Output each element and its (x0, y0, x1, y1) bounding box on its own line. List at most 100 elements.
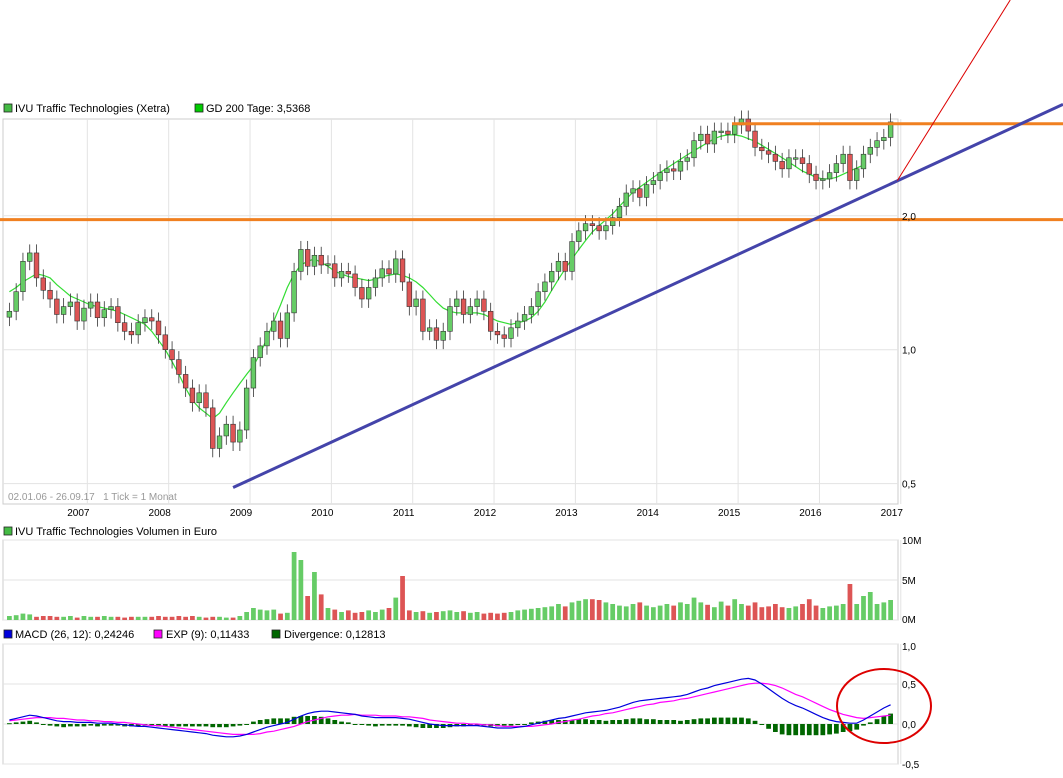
volume-bar (7, 616, 12, 620)
divergence-bar (27, 720, 33, 724)
divergence-bar (339, 721, 344, 724)
volume-bar (135, 616, 141, 620)
candle (752, 130, 758, 148)
candle (528, 306, 535, 315)
candle (637, 188, 643, 198)
divergence-bar (888, 713, 893, 724)
gd200-legend-label: GD 200 Tage: 3,5368 (206, 103, 310, 115)
candle (169, 349, 175, 360)
volume-bar (305, 596, 311, 620)
volume-bar (718, 601, 724, 620)
candle (447, 306, 453, 332)
volume-bar (535, 608, 541, 620)
divergence-bar (732, 717, 738, 724)
candle (142, 317, 148, 323)
candle (196, 392, 202, 404)
volume-bar (569, 602, 575, 620)
candle (47, 289, 53, 300)
candle (881, 137, 887, 141)
divergence-bar (528, 722, 534, 724)
candle (793, 157, 799, 160)
divergence-bar (820, 724, 826, 736)
volume-bar (467, 612, 473, 620)
volume-bar (339, 612, 344, 620)
candle (250, 357, 257, 389)
volume-bar (515, 610, 521, 620)
divergence-bar (617, 720, 622, 724)
volume-bar (400, 576, 405, 620)
volume-bar (190, 616, 195, 620)
div-legend-label: Divergence: 0,12813 (284, 629, 386, 641)
candle (582, 223, 589, 232)
volume-bar (318, 594, 324, 620)
candle (596, 225, 602, 232)
volume-bar (115, 616, 121, 620)
divergence-bar (210, 724, 216, 728)
divergence-bar (861, 724, 866, 726)
candle (867, 147, 873, 155)
volume-bar (156, 616, 161, 620)
price-x-tick-label: 2015 (718, 508, 741, 519)
candle (413, 298, 419, 307)
volume-bar (237, 616, 243, 620)
candle (298, 249, 304, 272)
volume-bar (88, 616, 94, 620)
divergence-bar (766, 724, 771, 729)
candle (854, 168, 860, 181)
candle (630, 188, 636, 194)
candle (379, 268, 385, 279)
volume-bar (779, 607, 785, 620)
volume-bar (61, 616, 66, 620)
candle (616, 206, 623, 219)
volume-bar (223, 617, 229, 620)
volume-bar (108, 616, 114, 620)
candle (718, 130, 724, 133)
candle (799, 157, 806, 164)
volume-bar (766, 606, 771, 620)
volume-bar (793, 606, 799, 620)
volume-bar (47, 616, 53, 620)
volume-bar (861, 596, 866, 620)
candle (13, 291, 19, 312)
macd-panel: MACD (26, 12): 0,24246 EXP (9): 0,11433 … (2, 629, 932, 771)
divergence-bar (68, 724, 73, 727)
volume-bar (813, 605, 819, 620)
candle (887, 121, 894, 138)
divergence-bar (467, 724, 473, 726)
candle (643, 184, 650, 198)
divergence-bar (345, 722, 351, 724)
divergence-bar (867, 722, 873, 724)
volume-bar (671, 605, 677, 620)
price-x-tick-label: 2014 (637, 508, 660, 519)
candle (691, 140, 697, 159)
divergence-bar (501, 724, 507, 726)
candle (81, 307, 87, 322)
volume-bar (20, 613, 26, 620)
volume-bar (54, 616, 60, 620)
volume-bar (806, 599, 812, 620)
volume-bar (834, 605, 839, 620)
divergence-bar (827, 724, 832, 735)
volume-bar (230, 617, 236, 620)
divergence-bar (20, 721, 26, 724)
volume-bar (827, 606, 832, 620)
candle (426, 327, 433, 332)
volume-bar (488, 612, 494, 620)
volume-bar (413, 612, 419, 620)
macd-y-tick-label: -0,5 (902, 760, 920, 771)
divergence-bar (162, 724, 168, 727)
divergence-bar (47, 724, 53, 726)
divergence-bar (190, 724, 195, 727)
period-label: 02.01.06 - 26.09.17 1 Tick = 1 Monat (8, 492, 177, 503)
volume-bar (522, 609, 527, 620)
candle (711, 130, 718, 145)
divergence-bar (806, 724, 812, 736)
volume-bar (40, 616, 46, 620)
candle (182, 374, 189, 389)
candle (325, 263, 331, 266)
price-y-ticks: 0,5 1,0 2,0 (902, 212, 916, 491)
candle (291, 271, 297, 314)
volume-bar (345, 610, 351, 620)
